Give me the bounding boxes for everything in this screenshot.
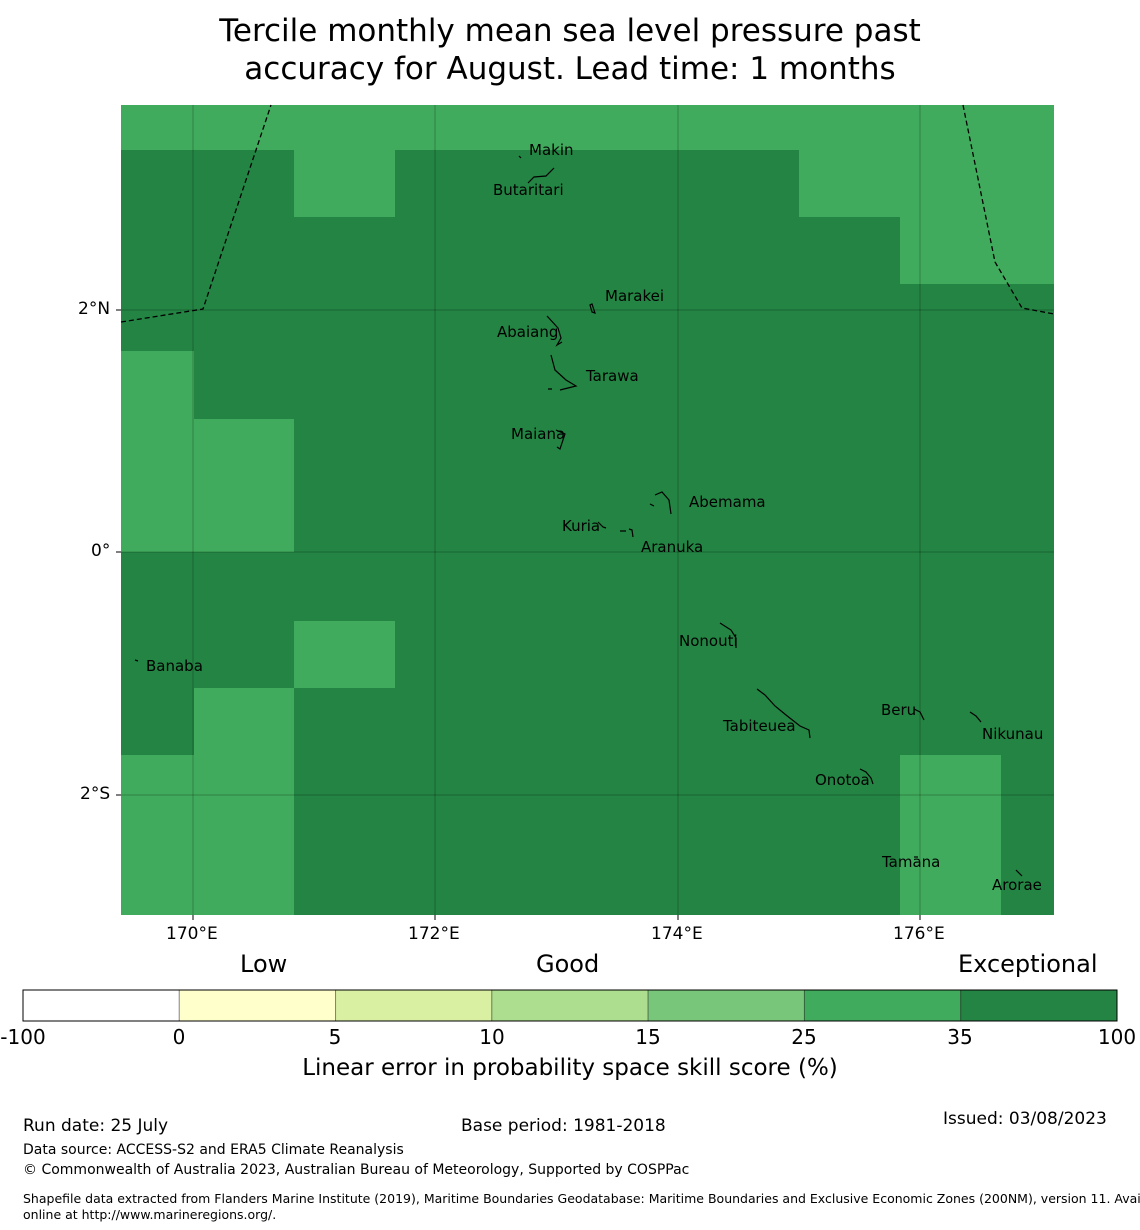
map-high-skill-cells: [121, 105, 1054, 915]
island-label-nikunau: Nikunau: [982, 725, 1044, 743]
colorbar-bin: [491, 989, 649, 1022]
copyright-notice: © Commonwealth of Australia 2023, Austra…: [23, 1162, 690, 1178]
island-outline-marakei: [589, 303, 596, 314]
island-outline-onotoa: [859, 768, 874, 785]
island-label-aranuka: Aranuka: [641, 538, 704, 556]
island-label-tabiteuea: Tabiteuea: [723, 717, 796, 735]
data-source: Data source: ACCESS-S2 and ERA5 Climate …: [23, 1142, 404, 1158]
colorbar-tick-label: 0: [172, 1025, 186, 1049]
shapefile-credit-line-2: online at http://www.marineregions.org/.: [23, 1207, 277, 1222]
island-label-kuria: Kuria: [562, 517, 601, 535]
map-cell-high-skill: [799, 150, 1054, 217]
colorbar-tick-label: 35: [947, 1025, 973, 1049]
colorbar: [22, 989, 1118, 1022]
island-outline-tarawa: [548, 354, 578, 391]
axis-ticks: [116, 309, 921, 920]
colorbar-bin: [22, 989, 180, 1022]
colorbar-tick-label: 10: [479, 1025, 505, 1049]
island-label-makin: Makin: [529, 141, 574, 159]
colorbar-bin: [647, 989, 805, 1022]
colorbar-frame: [22, 989, 1118, 1022]
shapefile-credit-line-1: Shapefile data extracted from Flanders M…: [23, 1191, 1140, 1206]
island-label-marakei: Marakei: [605, 287, 665, 305]
island-outline-tabiteuea: [756, 688, 811, 739]
island-outline-makin: [518, 155, 522, 159]
colorbar-tick-label: 25: [791, 1025, 817, 1049]
issued-date: Issued: 03/08/2023: [943, 1109, 1107, 1129]
y-tick-label: 2°S: [80, 784, 111, 804]
island-label-tarawa: Tarawa: [586, 367, 639, 385]
island-outline-kuria-aranuka: [597, 521, 634, 538]
eez-boundary-east: [962, 104, 1055, 315]
island-outline-abemama: [649, 491, 672, 515]
island-outline-nikunau: [969, 711, 982, 723]
island-outline-nonouti: [719, 622, 737, 648]
colorbar-bin: [178, 989, 337, 1022]
map-gridlines: [121, 105, 1054, 915]
skill-map: [116, 104, 1055, 920]
map-cell-high-skill: [294, 621, 395, 688]
x-tick-label: 174°E: [651, 924, 703, 944]
map-cell-high-skill: [194, 688, 294, 915]
run-date: Run date: 25 July: [23, 1116, 169, 1136]
island-outline-butaritari: [527, 167, 555, 184]
island-label-onotoa: Onotoa: [815, 771, 870, 789]
island-outline-banaba: [134, 659, 139, 662]
legend-category-good: Good: [536, 950, 600, 978]
island-label-tamana: Tamana: [882, 853, 941, 871]
colorbar-bin: [803, 989, 962, 1022]
colorbar-tick-label: -100: [0, 1025, 46, 1049]
island-outline-beru: [913, 708, 925, 721]
x-tick-label: 170°E: [166, 924, 218, 944]
island-label-arorae: Arorae: [992, 876, 1042, 894]
map-cell-high-skill: [900, 217, 1054, 284]
island-label-abemama: Abemama: [689, 493, 766, 511]
island-outline-abaiang: [546, 315, 563, 347]
map-cell-high-skill: [194, 419, 294, 552]
colorbar-tick-label: 15: [635, 1025, 661, 1049]
chart-title-line-2: accuracy for August. Lead time: 1 months: [244, 51, 896, 87]
map-cell-high-skill: [121, 351, 194, 552]
x-tick-label: 176°E: [893, 924, 945, 944]
island-outline-arorae: [1015, 869, 1023, 877]
eez-boundary-west: [120, 104, 272, 323]
island-label-butaritari: Butaritari: [493, 181, 564, 199]
x-tick-label: 172°E: [408, 924, 460, 944]
map-cell-high-skill: [121, 755, 194, 915]
island-label-beru: Beru: [881, 701, 917, 719]
legend-category-low: Low: [240, 950, 288, 978]
island-label-abaiang: Abaiang: [497, 323, 559, 341]
colorbar-bin: [335, 989, 493, 1022]
island-label-maiana: Maiana: [511, 425, 566, 443]
island-label-banaba: Banaba: [146, 657, 203, 675]
colorbar-tick-label: 5: [328, 1025, 342, 1049]
chart-title-line-1: Tercile monthly mean sea level pressure …: [219, 13, 921, 49]
island-outlines: [134, 155, 1023, 877]
colorbar-axis-label: Linear error in probability space skill …: [302, 1055, 838, 1081]
map-cell-high-skill: [121, 105, 1054, 150]
base-period: Base period: 1981-2018: [461, 1116, 666, 1136]
colorbar-bin: [960, 989, 1118, 1022]
island-outline-maiana: [555, 429, 566, 450]
island-label-nonouti: Nonouti: [679, 632, 738, 650]
map-cell-high-skill: [900, 755, 1001, 915]
y-tick-label: 0°: [91, 541, 111, 561]
colorbar-tick-label: 100: [1097, 1025, 1137, 1049]
map-cell-high-skill: [294, 150, 395, 217]
y-tick-label: 2°N: [78, 299, 111, 319]
legend-category-exceptional: Exceptional: [958, 950, 1098, 978]
